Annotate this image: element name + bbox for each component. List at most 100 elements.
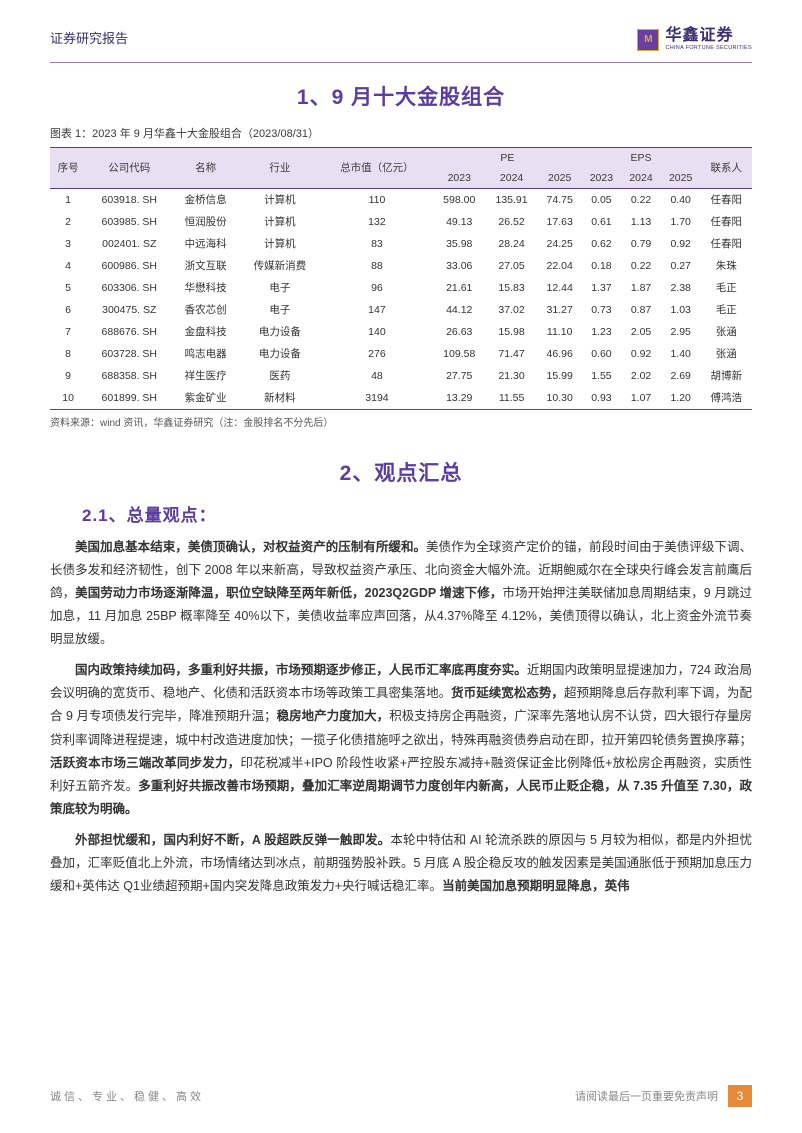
cell-eps2023: 0.73 bbox=[582, 299, 622, 321]
col-pe-2024: 2024 bbox=[485, 168, 537, 189]
cell-contact: 朱珠 bbox=[700, 255, 752, 277]
logo-cn: 华鑫证券 bbox=[665, 28, 752, 44]
table-row: 2603985. SH恒润股份计算机13249.1326.5217.630.61… bbox=[50, 211, 752, 233]
cell-seq: 7 bbox=[50, 321, 86, 343]
cell-pe2024: 15.83 bbox=[485, 277, 537, 299]
cell-contact: 毛正 bbox=[700, 299, 752, 321]
col-pe: PE bbox=[433, 147, 582, 168]
cell-pe2024: 28.24 bbox=[485, 233, 537, 255]
col-pe-2023: 2023 bbox=[433, 168, 485, 189]
cell-contact: 任春阳 bbox=[700, 233, 752, 255]
cell-contact: 胡博新 bbox=[700, 365, 752, 387]
col-mktcap: 总市值（亿元） bbox=[321, 147, 433, 188]
cell-code: 600986. SH bbox=[86, 255, 172, 277]
cell-pe2023: 35.98 bbox=[433, 233, 485, 255]
cell-eps2025: 2.95 bbox=[661, 321, 701, 343]
report-type-label: 证券研究报告 bbox=[50, 28, 128, 47]
cell-contact: 任春阳 bbox=[700, 188, 752, 211]
cell-pe2024: 37.02 bbox=[485, 299, 537, 321]
cell-code: 300475. SZ bbox=[86, 299, 172, 321]
gold-stock-table: 序号 公司代码 名称 行业 总市值（亿元） PE EPS 联系人 2023 20… bbox=[50, 147, 752, 410]
section1-title: 1、9 月十大金股组合 bbox=[50, 81, 752, 111]
cell-pe2024: 27.05 bbox=[485, 255, 537, 277]
cell-eps2023: 0.62 bbox=[582, 233, 622, 255]
cell-pe2023: 33.06 bbox=[433, 255, 485, 277]
page-number: 3 bbox=[728, 1085, 752, 1107]
cell-eps2024: 2.02 bbox=[621, 365, 661, 387]
cell-industry: 传媒新消费 bbox=[239, 255, 321, 277]
cell-pe2023: 21.61 bbox=[433, 277, 485, 299]
cell-pe2024: 21.30 bbox=[485, 365, 537, 387]
cell-eps2024: 0.87 bbox=[621, 299, 661, 321]
cell-eps2023: 1.23 bbox=[582, 321, 622, 343]
cell-code: 603306. SH bbox=[86, 277, 172, 299]
cell-eps2025: 1.20 bbox=[661, 387, 701, 410]
cell-industry: 电子 bbox=[239, 277, 321, 299]
table-row: 4600986. SH浙文互联传媒新消费8833.0627.0522.040.1… bbox=[50, 255, 752, 277]
cell-contact: 张涵 bbox=[700, 321, 752, 343]
col-eps-2023: 2023 bbox=[582, 168, 622, 189]
cell-code: 002401. SZ bbox=[86, 233, 172, 255]
col-industry: 行业 bbox=[239, 147, 321, 188]
logo-en: CHINA FORTUNE SECURITIES bbox=[665, 46, 752, 52]
cell-mktcap: 132 bbox=[321, 211, 433, 233]
cell-pe2024: 26.52 bbox=[485, 211, 537, 233]
cell-eps2025: 2.38 bbox=[661, 277, 701, 299]
cell-eps2023: 0.18 bbox=[582, 255, 622, 277]
cell-pe2024: 135.91 bbox=[485, 188, 537, 211]
cell-eps2023: 0.05 bbox=[582, 188, 622, 211]
cell-industry: 电力设备 bbox=[239, 343, 321, 365]
cell-eps2023: 0.61 bbox=[582, 211, 622, 233]
cell-seq: 4 bbox=[50, 255, 86, 277]
footer-slogan: 诚信、专业、稳健、高效 bbox=[50, 1088, 204, 1104]
cell-contact: 傅鸿浩 bbox=[700, 387, 752, 410]
cell-pe2023: 49.13 bbox=[433, 211, 485, 233]
section2-title: 2、观点汇总 bbox=[50, 457, 752, 487]
cell-pe2023: 109.58 bbox=[433, 343, 485, 365]
cell-eps2024: 0.79 bbox=[621, 233, 661, 255]
cell-eps2023: 1.55 bbox=[582, 365, 622, 387]
table-row: 10601899. SH紫金矿业新材料319413.2911.5510.300.… bbox=[50, 387, 752, 410]
cell-contact: 张涵 bbox=[700, 343, 752, 365]
cell-code: 688358. SH bbox=[86, 365, 172, 387]
cell-seq: 9 bbox=[50, 365, 86, 387]
table-row: 3002401. SZ中远海科计算机8335.9828.2424.250.620… bbox=[50, 233, 752, 255]
cell-pe2023: 26.63 bbox=[433, 321, 485, 343]
paragraph-2: 国内政策持续加码，多重利好共振，市场预期逐步修正，人民币汇率底再度夯实。近期国内… bbox=[50, 659, 752, 821]
cell-seq: 3 bbox=[50, 233, 86, 255]
cell-eps2025: 1.03 bbox=[661, 299, 701, 321]
cell-industry: 计算机 bbox=[239, 188, 321, 211]
paragraph-3: 外部担忧缓和，国内利好不断，A 股超跌反弹一触即发。本轮中特估和 AI 轮流杀跌… bbox=[50, 829, 752, 898]
cell-code: 603985. SH bbox=[86, 211, 172, 233]
table-row: 5603306. SH华懋科技电子9621.6115.8312.441.371.… bbox=[50, 277, 752, 299]
cell-eps2025: 0.27 bbox=[661, 255, 701, 277]
table-row: 1603918. SH金桥信息计算机110598.00135.9174.750.… bbox=[50, 188, 752, 211]
cell-pe2025: 31.27 bbox=[538, 299, 582, 321]
cell-eps2024: 1.87 bbox=[621, 277, 661, 299]
cell-industry: 医药 bbox=[239, 365, 321, 387]
cell-name: 祥生医疗 bbox=[172, 365, 239, 387]
cell-eps2025: 0.40 bbox=[661, 188, 701, 211]
cell-industry: 电力设备 bbox=[239, 321, 321, 343]
cell-mktcap: 110 bbox=[321, 188, 433, 211]
cell-name: 恒润股份 bbox=[172, 211, 239, 233]
cell-seq: 6 bbox=[50, 299, 86, 321]
subsection-2-1-title: 2.1、总量观点： bbox=[82, 501, 752, 526]
cell-industry: 计算机 bbox=[239, 211, 321, 233]
cell-industry: 计算机 bbox=[239, 233, 321, 255]
cell-pe2024: 15.98 bbox=[485, 321, 537, 343]
cell-pe2025: 15.99 bbox=[538, 365, 582, 387]
cell-seq: 5 bbox=[50, 277, 86, 299]
paragraph-1: 美国加息基本结束，美债顶确认，对权益资产的压制有所缓和。美债作为全球资产定价的锚… bbox=[50, 536, 752, 652]
table-row: 7688676. SH金盘科技电力设备14026.6315.9811.101.2… bbox=[50, 321, 752, 343]
cell-eps2024: 0.92 bbox=[621, 343, 661, 365]
table-source: 资料来源：wind 资讯，华鑫证券研究（注：金股排名不分先后） bbox=[50, 414, 752, 429]
cell-eps2024: 0.22 bbox=[621, 188, 661, 211]
cell-mktcap: 83 bbox=[321, 233, 433, 255]
cell-contact: 毛正 bbox=[700, 277, 752, 299]
cell-contact: 任春阳 bbox=[700, 211, 752, 233]
cell-pe2024: 71.47 bbox=[485, 343, 537, 365]
col-code: 公司代码 bbox=[86, 147, 172, 188]
cell-pe2023: 13.29 bbox=[433, 387, 485, 410]
cell-eps2025: 0.92 bbox=[661, 233, 701, 255]
